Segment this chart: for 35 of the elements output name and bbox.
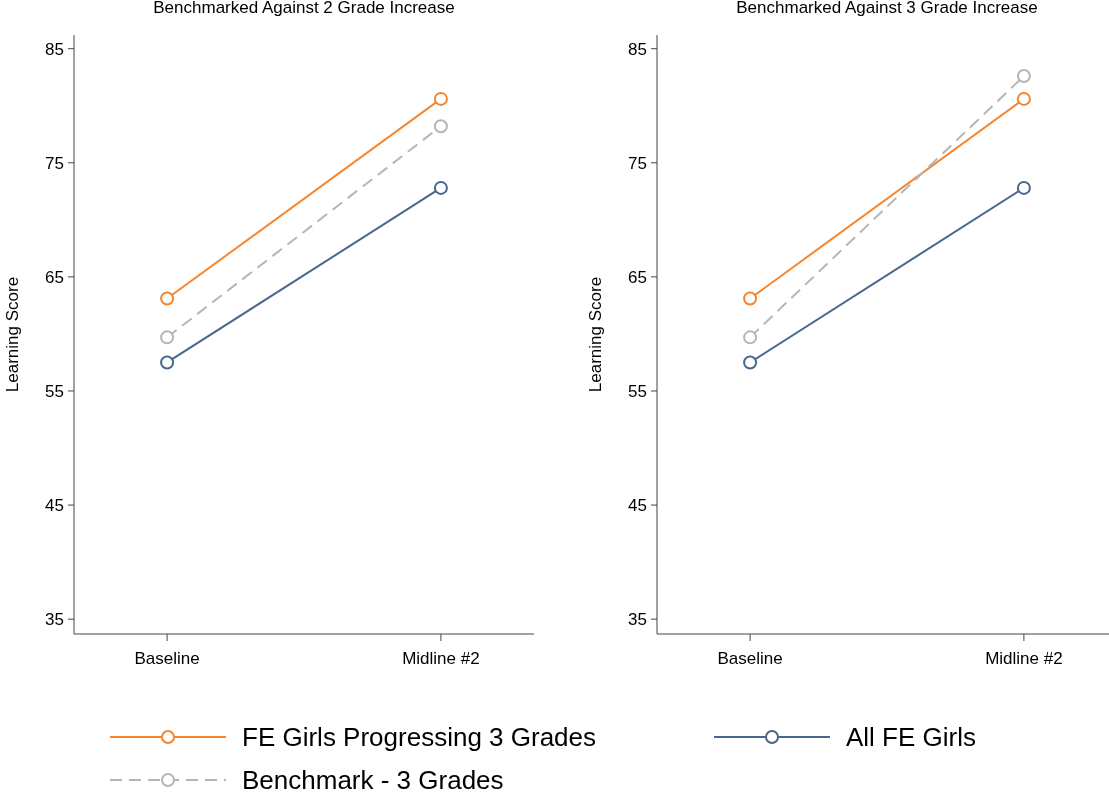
y-tick-label: 55 (45, 381, 64, 401)
y-tick-label: 85 (45, 39, 64, 59)
y-tick-label: 35 (45, 610, 64, 630)
chart-title: Benchmarked Against 3 Grade Increase (736, 0, 1038, 17)
point (743, 291, 758, 306)
x-tick-label: Midline #2 (402, 649, 480, 668)
point (433, 180, 448, 195)
y-tick-label: 45 (628, 496, 647, 516)
y-tick-label: 55 (628, 381, 647, 401)
legend-label: All FE Girls (846, 722, 976, 753)
y-tick-label: 65 (628, 267, 647, 287)
point (160, 330, 175, 345)
point (743, 355, 758, 370)
x-tick-label: Baseline (134, 649, 200, 668)
y-tick-label: 85 (628, 39, 647, 59)
y-axis-title: Learning Score (3, 276, 22, 393)
y-tick-label: 75 (628, 153, 647, 173)
y-tick-label: 65 (45, 267, 64, 287)
point (433, 119, 448, 134)
point (160, 355, 175, 370)
legend-label: FE Girls Progressing 3 Grades (242, 722, 597, 753)
chart-title: Benchmarked Against 2 Grade Increase (153, 0, 455, 17)
legend-label: Benchmark - 3 Grades (242, 765, 504, 796)
point (160, 291, 175, 306)
y-tick-label: 35 (628, 610, 647, 630)
point (433, 91, 448, 106)
y-axis-title: Learning Score (586, 276, 605, 393)
point (1016, 69, 1031, 84)
x-tick-label: Baseline (717, 649, 783, 668)
y-tick-label: 45 (45, 496, 64, 516)
point (1016, 91, 1031, 106)
point (1016, 180, 1031, 195)
y-tick-label: 75 (45, 153, 64, 173)
x-tick-label: Midline #2 (985, 649, 1063, 668)
point (743, 330, 758, 345)
